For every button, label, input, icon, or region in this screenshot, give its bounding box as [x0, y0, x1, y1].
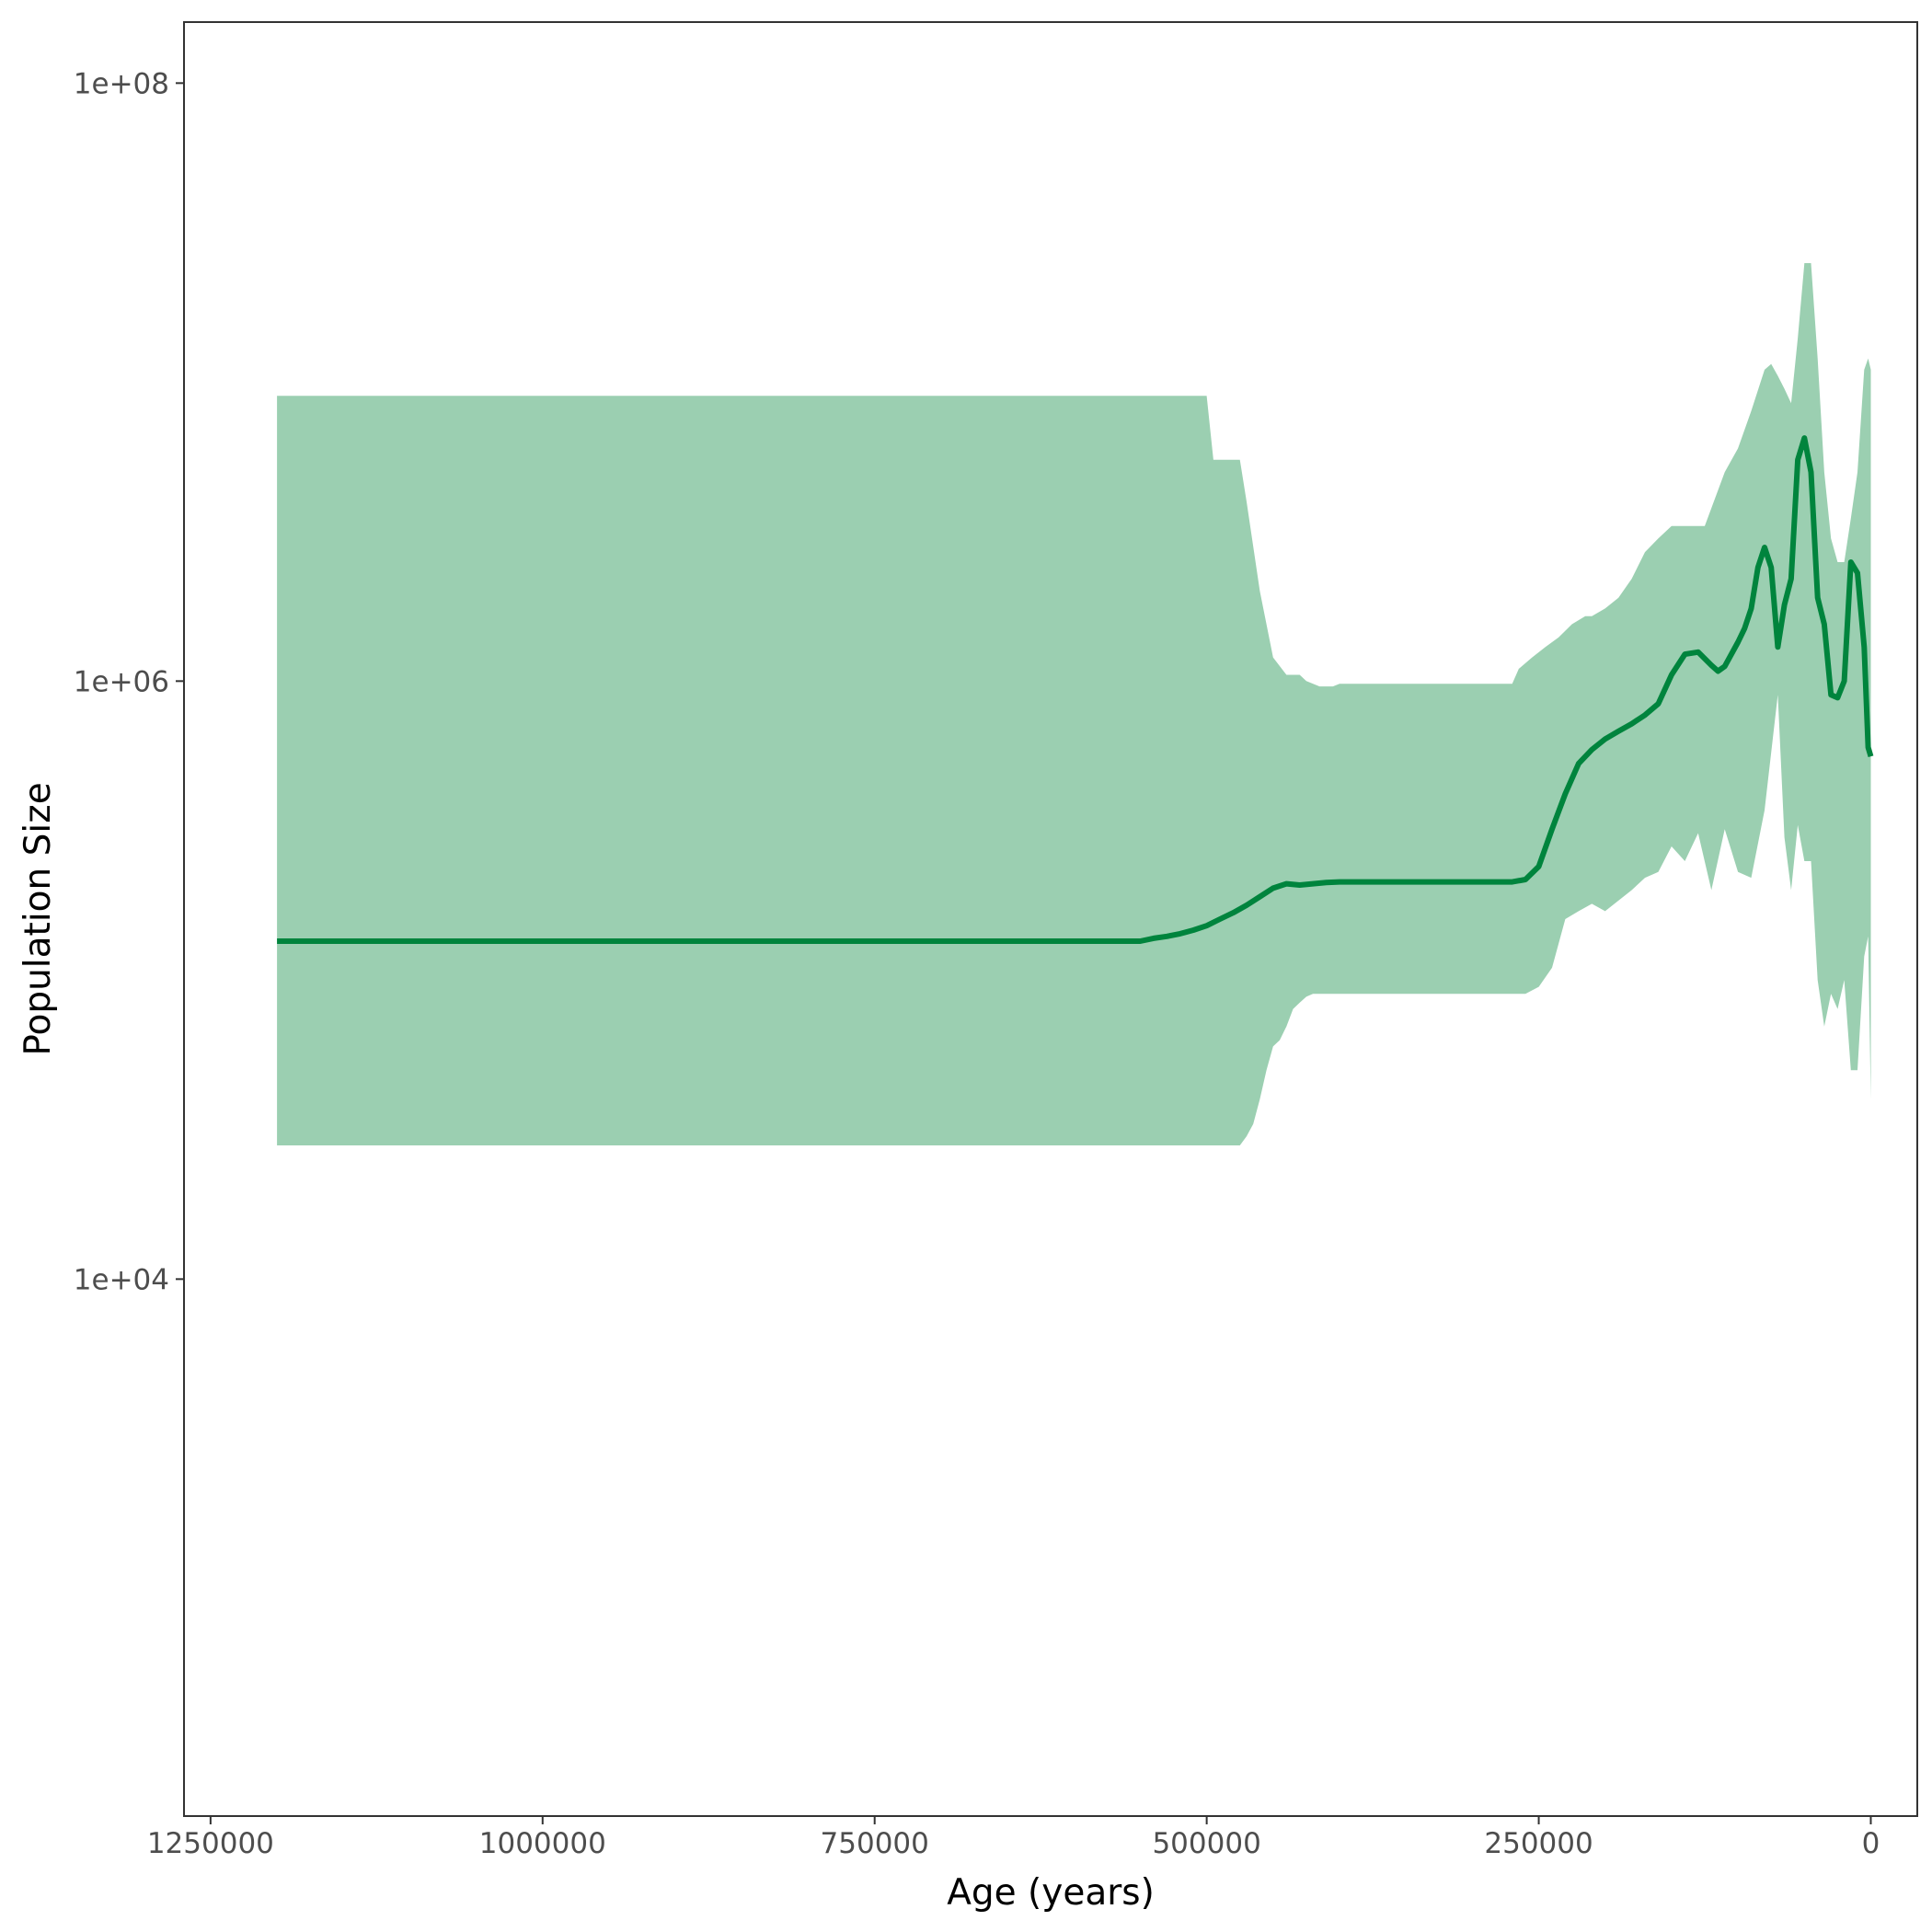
y-axis-title: Population Size	[17, 782, 59, 1055]
median-line	[277, 435, 1874, 944]
y-tick-label: 1e+08	[74, 67, 169, 100]
y-tick-label: 1e+06	[74, 665, 169, 698]
y-axis: 1e+08 1e+06 1e+04	[74, 67, 184, 1296]
plot-area	[277, 263, 1874, 1145]
x-axis-title: Age (years)	[947, 1872, 1155, 1914]
x-tick-label: 1000000	[479, 1827, 606, 1860]
x-tick-label: 500000	[1152, 1827, 1260, 1860]
x-tick-label: 1250000	[147, 1827, 274, 1860]
x-tick-label: 250000	[1484, 1827, 1593, 1860]
credible-interval-band	[277, 263, 1871, 1145]
x-axis: 1250000 1000000 750000 500000 250000 0	[147, 1816, 1880, 1860]
x-tick-label: 0	[1862, 1827, 1880, 1860]
panel-border	[183, 21, 1918, 1817]
y-tick-label: 1e+04	[74, 1263, 169, 1296]
x-tick-label: 750000	[821, 1827, 929, 1860]
